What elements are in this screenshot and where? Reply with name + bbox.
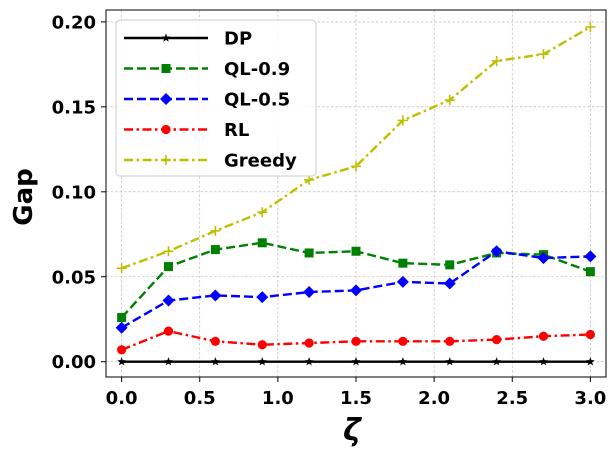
x-axis-label: ζ: [343, 413, 362, 448]
x-tick-label: 1.0: [262, 388, 294, 409]
data-point: [209, 289, 222, 302]
legend-item: Greedy: [124, 151, 297, 172]
data-point: [539, 357, 548, 366]
data-point: [445, 357, 455, 366]
data-point: [117, 345, 127, 355]
legend-label: Greedy: [224, 151, 297, 172]
data-point: [163, 246, 174, 257]
data-point: [585, 267, 595, 277]
series-ql-0-5: [115, 245, 597, 334]
y-axis-label: Gap: [9, 168, 39, 226]
series-rl: [117, 326, 595, 355]
y-tick-label: 0.00: [52, 352, 96, 373]
data-point: [398, 357, 408, 366]
legend-item: RL: [124, 120, 249, 141]
data-point: [350, 284, 362, 297]
series-line: [121, 25, 591, 270]
data-point: [351, 357, 361, 366]
legend: DP QL-0.9 QL-0.5 RL Greedy: [115, 19, 317, 177]
data-point: [304, 357, 314, 366]
data-point: [492, 335, 502, 345]
data-point: [257, 238, 267, 248]
data-point: [397, 115, 408, 126]
data-point: [256, 291, 269, 304]
legend-item: QL-0.5: [124, 90, 290, 111]
data-point: [210, 336, 220, 346]
x-tick-label: 2.0: [418, 388, 450, 409]
data-point: [117, 313, 127, 323]
y-tick-label: 0.05: [52, 267, 96, 288]
legend-marker: [161, 33, 171, 42]
data-point: [257, 357, 267, 366]
data-point: [586, 357, 595, 366]
data-point: [538, 331, 549, 341]
legend-frame: [115, 19, 317, 177]
data-point: [257, 207, 268, 218]
data-point: [351, 161, 361, 172]
data-point: [164, 262, 173, 272]
x-tick-label: 0.5: [184, 388, 216, 409]
legend-item: DP: [124, 29, 252, 50]
data-point: [210, 225, 221, 236]
data-point: [490, 245, 503, 258]
data-point: [538, 49, 549, 60]
legend-marker: [161, 64, 171, 73]
data-point: [304, 248, 314, 258]
data-point: [585, 21, 596, 32]
y-tick-label: 0.10: [52, 182, 96, 203]
data-point: [257, 340, 267, 350]
legend-label: QL-0.9: [224, 59, 290, 80]
series-layer: [115, 21, 597, 366]
legend-marker: [161, 155, 171, 165]
data-point: [304, 338, 314, 348]
y-tick-label: 0.15: [52, 97, 96, 118]
x-tick-label: 3.0: [574, 388, 606, 409]
series-line: [121, 329, 591, 351]
data-point: [585, 329, 595, 340]
data-point: [443, 277, 456, 290]
data-point: [163, 326, 174, 336]
legend-marker: [160, 93, 172, 105]
legend-label: DP: [224, 29, 252, 50]
data-point: [492, 357, 501, 366]
series-dp: [117, 357, 595, 366]
axis-ticks: 0.0 0.5 1.0 1.5 2.0 2.5 3.0 0.00 0.05 0.10 0.15 0.2…: [52, 12, 607, 409]
data-point: [304, 174, 315, 185]
data-point: [445, 336, 455, 346]
data-point: [398, 336, 408, 346]
data-point: [398, 258, 408, 268]
data-point: [396, 275, 409, 288]
data-point: [115, 321, 128, 334]
data-point: [116, 263, 127, 274]
data-point: [211, 357, 220, 366]
data-point: [210, 245, 220, 255]
data-point: [351, 246, 361, 256]
legend-item: QL-0.9: [124, 59, 290, 80]
y-tick-label: 0.20: [52, 12, 96, 33]
data-point: [537, 252, 550, 265]
legend-label: QL-0.5: [224, 90, 290, 111]
data-point: [351, 336, 361, 346]
data-point: [164, 357, 173, 366]
data-point: [584, 250, 597, 263]
data-point: [162, 294, 175, 307]
data-point: [303, 286, 316, 299]
data-point: [491, 55, 502, 66]
data-point: [445, 260, 455, 270]
legend-label: RL: [224, 120, 249, 141]
data-point: [444, 95, 455, 106]
x-tick-label: 2.5: [496, 388, 528, 409]
x-tick-label: 1.5: [340, 388, 372, 409]
data-point: [117, 357, 126, 366]
legend-marker: [161, 124, 171, 135]
series-greedy: [116, 21, 596, 274]
x-tick-label: 0.0: [106, 388, 138, 409]
